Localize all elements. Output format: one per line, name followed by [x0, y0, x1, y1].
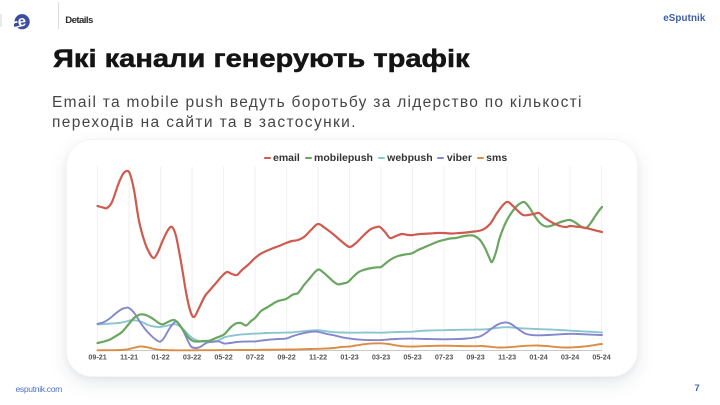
svg-text:03-22: 03-22: [183, 352, 201, 361]
svg-text:03-23: 03-23: [372, 352, 390, 361]
svg-text:07-23: 07-23: [435, 352, 453, 361]
svg-text:05-22: 05-22: [214, 352, 232, 361]
svg-text:07-22: 07-22: [246, 352, 264, 361]
svg-text:09-21: 09-21: [88, 352, 106, 361]
svg-text:05-24: 05-24: [592, 352, 610, 361]
svg-text:01-22: 01-22: [151, 352, 169, 361]
svg-text:09-23: 09-23: [466, 352, 484, 361]
svg-text:e: e: [17, 13, 28, 30]
svg-text:03-24: 03-24: [561, 352, 579, 361]
svg-text:11-22: 11-22: [309, 352, 327, 361]
svg-text:01-23: 01-23: [340, 352, 358, 361]
svg-text:09-22: 09-22: [277, 352, 295, 361]
svg-text:01-24: 01-24: [529, 352, 547, 361]
svg-text:05-23: 05-23: [403, 352, 421, 361]
svg-text:11-23: 11-23: [498, 352, 516, 361]
svg-text:11-21: 11-21: [120, 352, 138, 361]
